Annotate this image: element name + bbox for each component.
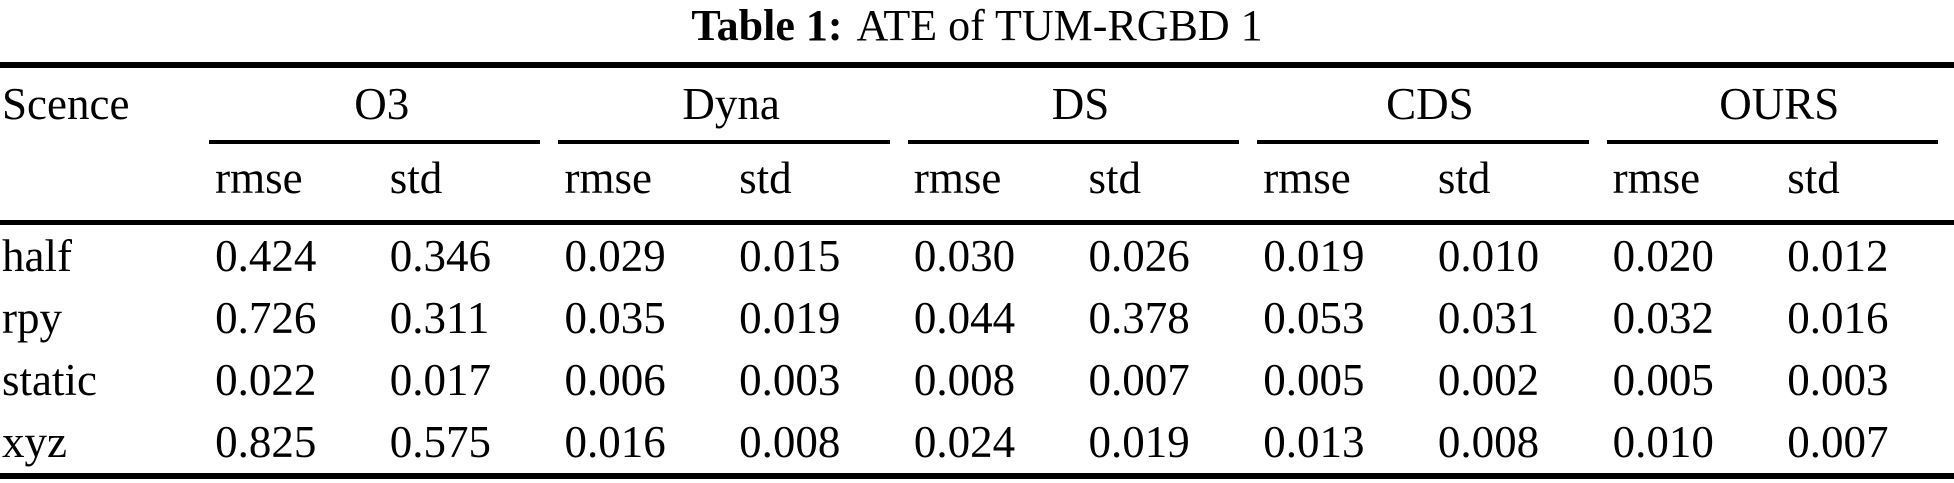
value-cell: 0.013: [1263, 417, 1365, 467]
value-cell: 0.346: [389, 231, 492, 281]
metric-header-rmse: rmse: [1255, 144, 1430, 225]
value-cell: 0.010: [1437, 231, 1540, 281]
value-cell: 0.020: [1612, 231, 1714, 281]
metric-header-spacer: [0, 144, 208, 225]
row-label: half: [2, 231, 72, 281]
value-cell: 0.012: [1787, 231, 1889, 281]
value-cell: 0.026: [1088, 231, 1190, 281]
metric-header-rmse: rmse: [905, 144, 1081, 225]
table-row-static: static 0.022 0.017 0.006 0.003 0.008 0.0…: [0, 349, 1954, 411]
value-cell: 0.575: [389, 417, 492, 467]
cmidrule-ds: [907, 140, 1240, 144]
value-cell: 0.005: [1263, 355, 1365, 405]
cmidrule-row: [0, 128, 1954, 144]
value-cell: 0.825: [215, 417, 317, 467]
value-cell: 0.007: [1787, 417, 1889, 467]
table-caption: Table 1: ATE of TUM-RGBD 1: [0, 0, 1954, 50]
table-row-half: half 0.424 0.346 0.029 0.015 0.030 0.026…: [0, 223, 1954, 288]
group-header-cds: CDS: [1386, 79, 1474, 129]
group-header-ours: OURS: [1719, 79, 1840, 129]
cmidrule-o3: [209, 140, 541, 144]
value-cell: 0.008: [913, 355, 1016, 405]
value-cell: 0.311: [389, 293, 490, 343]
value-cell: 0.010: [1612, 417, 1714, 467]
value-cell: 0.030: [913, 231, 1016, 281]
value-cell: 0.035: [564, 293, 666, 343]
cmidrule-ours: [1606, 140, 1938, 144]
value-cell: 0.029: [564, 231, 666, 281]
cmidrule-dyna: [558, 140, 890, 144]
group-header-ds: DS: [1051, 79, 1110, 129]
value-cell: 0.016: [1787, 293, 1889, 343]
metric-header-row: rmse std rmse std rmse std rmse std rmse…: [0, 144, 1954, 225]
table-row-xyz: xyz 0.825 0.575 0.016 0.008 0.024 0.019 …: [0, 411, 1954, 476]
metric-header-std: std: [381, 144, 557, 225]
results-table: Scence O3 Dyna DS CDS OURS rmse std rmse: [0, 62, 1954, 479]
value-cell: 0.424: [215, 231, 317, 281]
value-cell: 0.008: [1437, 417, 1540, 467]
value-cell: 0.005: [1612, 355, 1714, 405]
value-cell: 0.032: [1612, 293, 1714, 343]
metric-header-rmse: rmse: [556, 144, 732, 225]
row-label: xyz: [2, 417, 67, 467]
value-cell: 0.022: [215, 355, 317, 405]
table-row-rpy: rpy 0.726 0.311 0.035 0.019 0.044 0.378 …: [0, 287, 1954, 349]
group-header-o3: O3: [354, 79, 410, 129]
value-cell: 0.003: [739, 355, 841, 405]
value-cell: 0.031: [1437, 293, 1540, 343]
group-header-row: Scence O3 Dyna DS CDS OURS: [0, 65, 1954, 128]
value-cell: 0.002: [1437, 355, 1540, 405]
value-cell: 0.008: [739, 417, 841, 467]
value-cell: 0.007: [1088, 355, 1190, 405]
metric-header-std: std: [1080, 144, 1256, 225]
value-cell: 0.019: [1088, 417, 1190, 467]
value-cell: 0.044: [913, 293, 1016, 343]
value-cell: 0.726: [215, 293, 317, 343]
metric-header-std: std: [731, 144, 906, 225]
metric-header-std: std: [1779, 144, 1954, 225]
value-cell: 0.017: [389, 355, 492, 405]
value-cell: 0.015: [739, 231, 841, 281]
value-cell: 0.019: [739, 293, 841, 343]
metric-header-rmse: rmse: [207, 144, 382, 225]
cmidrule-spacer: [0, 128, 207, 144]
row-label: rpy: [2, 293, 62, 343]
value-cell: 0.024: [913, 417, 1016, 467]
caption-text: ATE of TUM-RGBD 1: [856, 1, 1263, 50]
corner-header-scence: Scence: [2, 79, 130, 129]
row-label: static: [2, 355, 97, 405]
metric-header-std: std: [1429, 144, 1605, 225]
value-cell: 0.053: [1263, 293, 1365, 343]
cmidrule-cds: [1257, 140, 1589, 144]
value-cell: 0.378: [1088, 293, 1190, 343]
value-cell: 0.006: [564, 355, 666, 405]
value-cell: 0.016: [564, 417, 666, 467]
group-header-dyna: Dyna: [682, 79, 780, 129]
value-cell: 0.003: [1787, 355, 1889, 405]
metric-header-rmse: rmse: [1604, 144, 1780, 225]
caption-label: Table 1:: [691, 1, 843, 50]
value-cell: 0.019: [1263, 231, 1365, 281]
